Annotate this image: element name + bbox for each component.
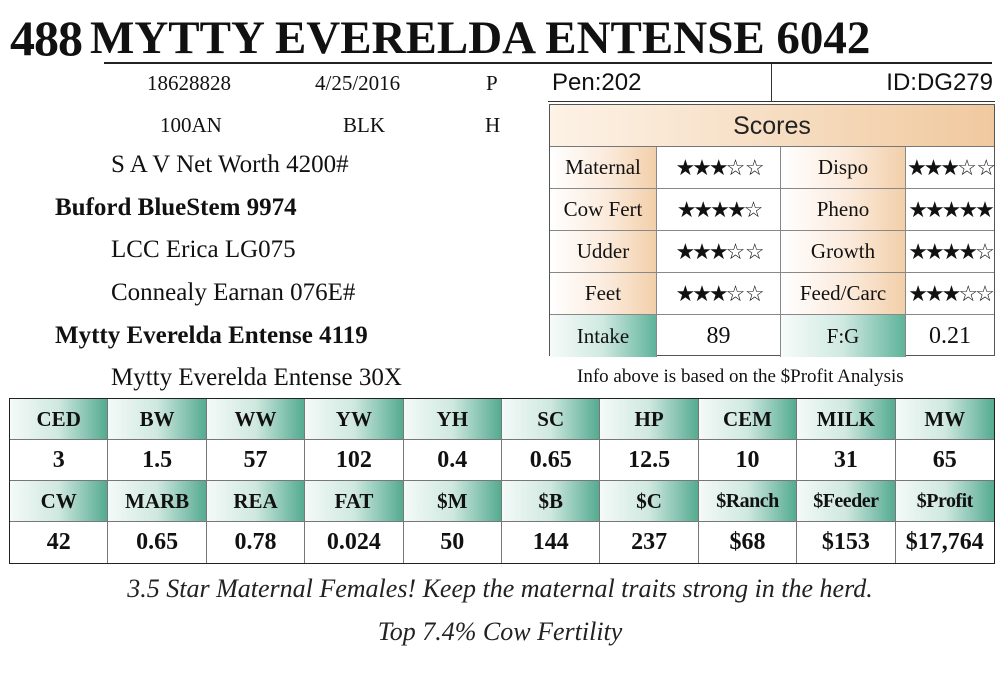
feed-gain-value: 0.21 <box>929 322 971 349</box>
epd-table: CED BW WW YW YH SC HP CEM MILK MW 3 1.5 … <box>9 398 995 564</box>
epd-value: 42 <box>10 522 109 563</box>
lot-header: 488 MYTTY EVERELDA ENTENSE 6042 <box>10 6 995 64</box>
epd-value: 3 <box>10 440 109 481</box>
epd-value: $153 <box>797 522 896 563</box>
epd-value: 10 <box>698 440 798 481</box>
epd-header: SC <box>502 399 601 440</box>
epd-value: 0.65 <box>502 440 601 481</box>
epd-header: HP <box>600 399 699 440</box>
epd-header: MW <box>895 399 994 440</box>
epd-value: 12.5 <box>600 440 699 481</box>
epd-value: 31 <box>797 440 896 481</box>
pedigree-sire-dam: LCC Erica LG075 <box>111 236 296 263</box>
epd-value: 0.4 <box>403 440 502 481</box>
score-label: Pheno <box>781 189 906 231</box>
score-rating: ★★★★★ <box>906 189 995 231</box>
score-rating: ★★★☆☆ <box>906 273 995 315</box>
epd-value: 237 <box>600 522 699 563</box>
header-divider <box>104 62 992 64</box>
score-label: Cow Fert <box>550 189 657 231</box>
epd-header: CED <box>10 399 109 440</box>
epd-value: 0.024 <box>305 522 404 563</box>
epd-value: 50 <box>404 522 502 563</box>
scores-grid: Maternal ★★★☆ ☆ Dispo ★★★☆ ☆ Cow Fert ★★… <box>550 147 996 357</box>
epd-header: $Feeder <box>797 481 896 522</box>
epd-value: 1.5 <box>108 440 207 481</box>
epd-value: 102 <box>305 440 404 481</box>
epd-value: 57 <box>206 440 306 481</box>
epd-header-row: CED BW WW YW YH SC HP CEM MILK MW <box>10 399 994 440</box>
epd-header: $Profit <box>895 481 994 522</box>
score-label: Udder <box>550 231 657 273</box>
epd-value-row: 3 1.5 57 102 0.4 0.65 12.5 10 31 65 <box>10 440 994 481</box>
profit-analysis-note: Info above is based on the $Profit Analy… <box>577 366 904 387</box>
code-p: P <box>486 71 498 95</box>
intake-label: Intake <box>550 315 657 357</box>
score-rating: ★★★☆ ☆ <box>657 231 781 273</box>
pedigree-dam: Mytty Everelda Entense 4119 <box>55 322 368 349</box>
pen-id-box: Pen:202 ID:DG279 <box>548 64 995 102</box>
epd-header: MARB <box>108 481 207 522</box>
score-rating: ★★★★☆ <box>657 189 781 231</box>
registration-number: 18628828 <box>147 71 231 95</box>
feed-gain-label: F:G <box>781 315 906 357</box>
epd-value: 144 <box>502 522 601 563</box>
pedigree-sire: Buford BlueStem 9974 <box>55 194 297 221</box>
tattoo: 100AN <box>160 113 222 137</box>
score-rating: ★★★☆ ☆ <box>657 147 781 189</box>
code-h: H <box>485 113 501 137</box>
color: BLK <box>343 113 385 137</box>
epd-header: CEM <box>698 399 798 440</box>
score-rating: ★★★☆ ☆ <box>657 273 781 315</box>
animal-title: MYTTY EVERELDA ENTENSE 6042 <box>90 12 871 64</box>
score-label: Feet <box>550 273 657 315</box>
score-label: Dispo <box>781 147 906 189</box>
id-label: ID:DG279 <box>886 69 993 96</box>
score-label: Feed/Carc <box>781 273 906 315</box>
epd-header: YH <box>403 399 502 440</box>
epd-value: 0.78 <box>207 522 306 563</box>
footer-tagline: 3.5 Star Maternal Females! Keep the mate… <box>127 574 873 603</box>
pen-label: Pen:202 <box>552 69 642 96</box>
epd-header: $B <box>502 481 601 522</box>
epd-value: 0.65 <box>108 522 207 563</box>
pedigree-dam-sire: Connealy Earnan 076E# <box>111 279 356 306</box>
epd-header: REA <box>206 481 306 522</box>
birth-date: 4/25/2016 <box>315 71 401 95</box>
epd-header: FAT <box>305 481 404 522</box>
pedigree-sire-sire: S A V Net Worth 4200# <box>111 151 349 178</box>
score-label: Maternal <box>550 147 657 189</box>
epd-header: WW <box>206 399 306 440</box>
epd-header: $C <box>600 481 699 522</box>
lot-number: 488 <box>10 10 83 66</box>
epd-value: $17,764 <box>905 529 984 555</box>
epd-header: $M <box>403 481 502 522</box>
scores-heading: Scores <box>550 105 994 147</box>
epd-header: YW <box>305 399 404 440</box>
score-label: Growth <box>781 231 906 273</box>
score-rating: ★★★★☆ <box>906 231 995 273</box>
pen-id-divider <box>771 64 772 102</box>
intake-value: 89 <box>657 315 781 357</box>
epd-value: $68 <box>699 522 798 563</box>
epd-header-row: CW MARB REA FAT $M $B $C $Ranch $Feeder … <box>10 481 994 522</box>
epd-header: CW <box>10 481 109 522</box>
epd-header: BW <box>108 399 207 440</box>
epd-header: MILK <box>797 399 896 440</box>
footer-fertility-note: Top 7.4% Cow Fertility <box>377 617 623 646</box>
scores-table: Scores Maternal ★★★☆ ☆ Dispo ★★★☆ ☆ Cow … <box>549 104 996 357</box>
epd-header: $Ranch <box>698 481 798 522</box>
epd-value-row: 42 0.65 0.78 0.024 50 144 237 $68 $153 $… <box>10 522 994 563</box>
epd-value: 65 <box>895 440 994 481</box>
pedigree-dam-dam: Mytty Everelda Entense 30X <box>111 364 402 391</box>
score-rating: ★★★☆ ☆ <box>906 147 996 189</box>
